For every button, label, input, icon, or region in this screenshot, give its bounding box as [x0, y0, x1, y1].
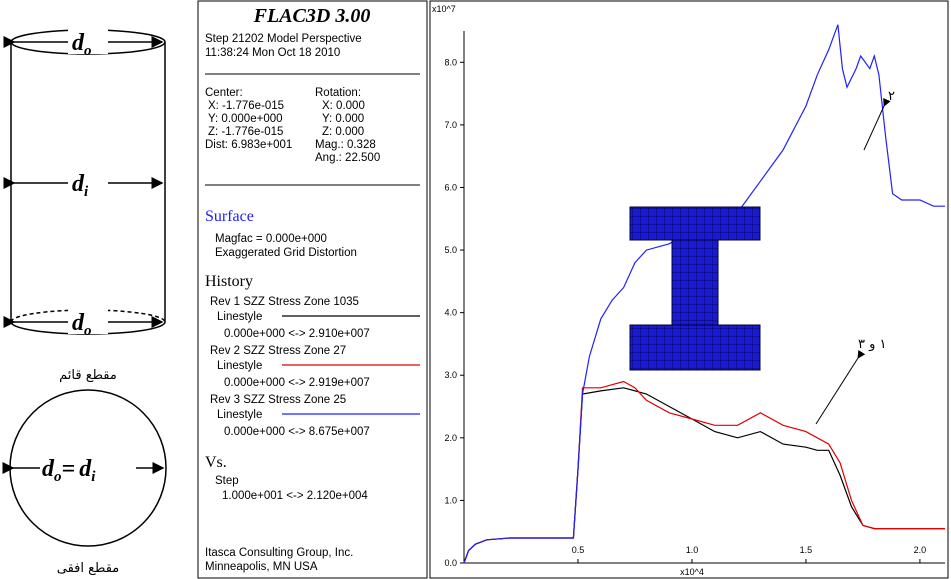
y-tick-label: 2.0 — [444, 433, 457, 443]
center-z: Z: -1.776e-015 — [208, 126, 283, 138]
history-range: 0.000e+000 <-> 8.675e+007 — [224, 426, 370, 438]
distortion: Exaggerated Grid Distortion — [215, 247, 357, 259]
y-tick-label: 0.0 — [444, 558, 457, 568]
history-range: 0.000e+000 <-> 2.919e+007 — [224, 377, 370, 389]
y-tick-label: 4.0 — [444, 308, 457, 318]
vs-range: 1.000e+001 <-> 2.120e+004 — [222, 490, 368, 502]
x-tick-label: 1.0 — [686, 545, 699, 555]
center-y: Y: 0.000e+000 — [208, 113, 283, 125]
y-tick-label: 3.0 — [444, 370, 457, 380]
footer-line: Minneapolis, MN USA — [205, 561, 318, 573]
annotation: ٢ — [888, 89, 895, 104]
x-tick-label: 0.5 — [572, 545, 585, 555]
linestyle-label: Linestyle — [217, 360, 262, 372]
horizontal-caption: مقطع افقی — [57, 561, 120, 576]
linestyle-label: Linestyle — [217, 311, 262, 323]
y-tick-label: 6.0 — [444, 182, 457, 192]
legend-entry: Rev 3 SZZ Stress Zone 25 — [210, 394, 346, 406]
center-label: Center: — [205, 87, 243, 99]
annotations: ٢ ١ و ٣ — [816, 89, 895, 424]
rotation-x: X: 0.000 — [322, 100, 365, 112]
vs-title: Vs. — [205, 454, 227, 471]
center-x: X: -1.776e-015 — [208, 100, 284, 112]
footer-line: Itasca Consulting Group, Inc. — [205, 547, 353, 559]
y-tick-label: 7.0 — [444, 120, 457, 130]
series-line — [464, 388, 945, 563]
history-range: 0.000e+000 <-> 2.910e+007 — [224, 328, 370, 340]
time-line: 11:38:24 Mon Oct 18 2010 — [205, 47, 340, 59]
history-title: History — [205, 273, 253, 290]
mag: Mag.: 0.328 — [315, 139, 376, 151]
legend-entry: Rev 1 SZZ Stress Zone 1035 — [210, 296, 359, 308]
legend-entry: Rev 2 SZZ Stress Zone 27 — [210, 345, 346, 357]
ang: Ang.: 22.500 — [315, 152, 380, 164]
annotation-arrow — [864, 106, 884, 150]
rotation-z: Z: 0.000 — [322, 126, 364, 138]
rotation-label: Rotation: — [315, 87, 361, 99]
vertical-caption: مقطع قائم — [59, 368, 117, 383]
linestyle-label: Linestyle — [217, 409, 262, 421]
magfac: Magfac = 0.000e+000 — [215, 233, 327, 245]
x-tick-label: 1.5 — [800, 545, 813, 555]
series-line — [464, 382, 945, 564]
x-multiplier: x10^4 — [680, 567, 704, 577]
annotation-arrow — [816, 358, 858, 424]
surface-title: Surface — [205, 208, 254, 225]
diameter-labels: do di do مقطع قائم do=di مقطع افقی — [40, 28, 136, 576]
y-tick-label: 5.0 — [444, 245, 457, 255]
figure: do di do مقطع قائم do=di مقطع افقی FLAC3… — [0, 0, 951, 579]
vs-name: Step — [215, 475, 239, 487]
dist: Dist: 6.983e+001 — [205, 139, 292, 151]
info-panel: FLAC3D 3.00 Step 21202 Model Perspective… — [205, 5, 420, 573]
rotation-y: Y: 0.000 — [322, 113, 364, 125]
legend: Rev 1 SZZ Stress Zone 1035 Linestyle 0.000… — [210, 296, 420, 438]
y-multiplier: x10^7 — [432, 4, 456, 14]
y-tick-label: 8.0 — [444, 57, 457, 67]
panel-title: FLAC3D 3.00 — [253, 5, 371, 27]
beam-inset — [630, 207, 760, 370]
step-line: Step 21202 Model Perspective — [205, 33, 362, 45]
x-tick-label: 2.0 — [914, 545, 927, 555]
annotation: ١ و ٣ — [858, 337, 887, 352]
equation: do=di — [42, 456, 96, 485]
y-tick-label: 1.0 — [444, 495, 457, 505]
